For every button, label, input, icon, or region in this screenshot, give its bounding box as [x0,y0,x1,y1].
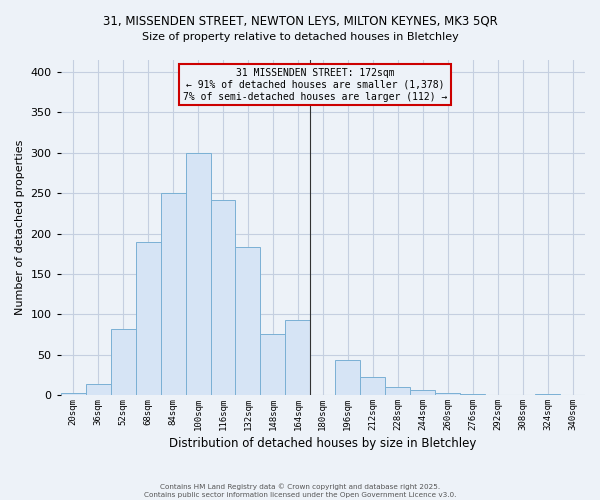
X-axis label: Distribution of detached houses by size in Bletchley: Distribution of detached houses by size … [169,437,476,450]
Bar [410,390,435,395]
Bar [136,242,161,395]
Text: Contains HM Land Registry data © Crown copyright and database right 2025.
Contai: Contains HM Land Registry data © Crown c… [144,484,456,498]
Text: Size of property relative to detached houses in Bletchley: Size of property relative to detached ho… [142,32,458,42]
Bar [435,394,460,395]
Bar [110,329,136,395]
Y-axis label: Number of detached properties: Number of detached properties [15,140,25,315]
Bar [61,394,86,395]
Bar [286,320,310,395]
Text: 31 MISSENDEN STREET: 172sqm
← 91% of detached houses are smaller (1,378)
7% of s: 31 MISSENDEN STREET: 172sqm ← 91% of det… [183,68,447,102]
Bar [361,378,385,395]
Bar [211,200,235,395]
Bar [535,394,560,395]
Bar [235,248,260,395]
Bar [260,334,286,395]
Bar [161,193,185,395]
Bar [86,384,110,395]
Bar [185,153,211,395]
Bar [460,394,485,395]
Text: 31, MISSENDEN STREET, NEWTON LEYS, MILTON KEYNES, MK3 5QR: 31, MISSENDEN STREET, NEWTON LEYS, MILTO… [103,15,497,28]
Bar [335,360,361,395]
Bar [385,387,410,395]
